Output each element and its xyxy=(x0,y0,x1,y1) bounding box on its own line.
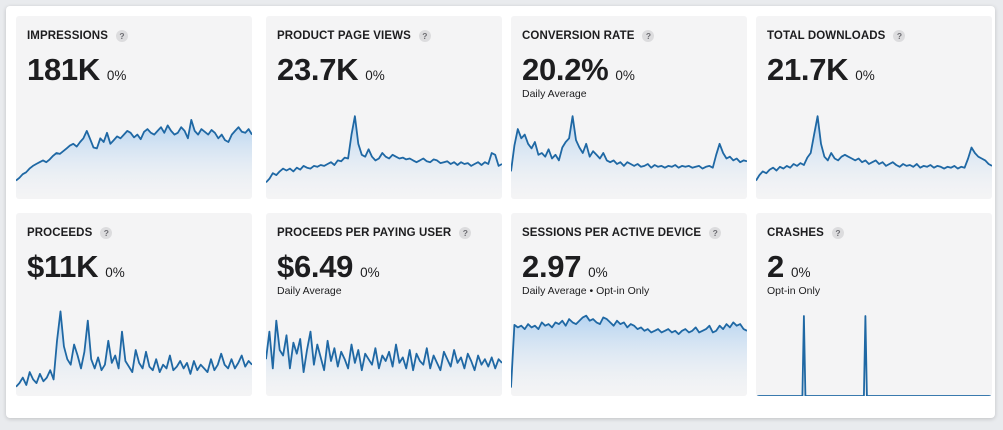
sparkline-chart xyxy=(511,115,747,199)
metric-value: $6.49 xyxy=(277,249,354,284)
sparkline-line xyxy=(511,115,747,172)
metric-card-sessions-per-active-device[interactable]: SESSIONS PER ACTIVE DEVICE? 2.97 0% Daily… xyxy=(511,213,747,396)
card-title: TOTAL DOWNLOADS xyxy=(767,30,886,42)
metric-change: 0% xyxy=(855,68,875,83)
metric-card-proceeds[interactable]: PROCEEDS? $11K 0% xyxy=(16,213,252,396)
sparkline-line xyxy=(756,115,992,182)
card-title: PROCEEDS PER PAYING USER xyxy=(277,227,452,239)
metric-change: 0% xyxy=(105,265,125,280)
sparkline-chart xyxy=(16,310,252,396)
metric-value: 23.7K xyxy=(277,52,359,87)
sparkline-chart xyxy=(266,319,502,396)
dashboard-frame: IMPRESSIONS? 181K 0% PRODUCT PAGE VIEWS? … xyxy=(6,6,995,418)
metric-subtitle: Daily Average xyxy=(277,285,342,297)
metric-change: 0% xyxy=(106,68,127,83)
sparkline-chart xyxy=(266,115,502,199)
metric-subtitle: Daily Average xyxy=(522,88,587,100)
metric-card-conversion-rate[interactable]: CONVERSION RATE? 20.2% 0% Daily Average xyxy=(511,16,747,199)
help-icon[interactable]: ? xyxy=(831,227,844,239)
sparkline-area xyxy=(266,116,502,199)
card-title: CRASHES xyxy=(767,227,824,239)
sparkline-chart xyxy=(756,315,992,396)
sparkline-line xyxy=(16,310,252,388)
card-title: SESSIONS PER ACTIVE DEVICE xyxy=(522,227,702,239)
card-title: CONVERSION RATE xyxy=(522,30,635,42)
metric-change: 0% xyxy=(365,68,385,83)
sparkline-chart xyxy=(756,115,992,199)
metric-card-product-page-views[interactable]: PRODUCT PAGE VIEWS? 23.7K 0% xyxy=(266,16,502,199)
metric-card-proceeds-per-paying-user[interactable]: PROCEEDS PER PAYING USER? $6.49 0% Daily … xyxy=(266,213,502,396)
help-icon[interactable]: ? xyxy=(115,30,128,42)
sparkline-line xyxy=(756,315,992,396)
help-icon[interactable]: ? xyxy=(642,30,655,42)
sparkline-chart xyxy=(511,314,747,396)
metrics-grid: IMPRESSIONS? 181K 0% PRODUCT PAGE VIEWS? … xyxy=(16,16,996,406)
help-icon[interactable]: ? xyxy=(893,30,906,42)
metric-value: 2.97 xyxy=(522,249,582,284)
sparkline-area xyxy=(511,315,747,396)
metric-change: 0% xyxy=(588,265,608,280)
sparkline-line xyxy=(266,319,502,373)
metric-card-crashes[interactable]: CRASHES? 2 0% Opt-in Only xyxy=(756,213,992,396)
metric-change: 0% xyxy=(360,265,380,280)
metric-value: 2 xyxy=(767,249,784,284)
metric-value: 181K xyxy=(27,52,100,87)
metric-card-total-downloads[interactable]: TOTAL DOWNLOADS? 21.7K 0% xyxy=(756,16,992,199)
sparkline-area xyxy=(756,116,992,199)
sparkline-area xyxy=(16,119,252,199)
metric-value: 21.7K xyxy=(767,52,849,87)
metric-subtitle: Opt-in Only xyxy=(767,285,821,297)
card-title: IMPRESSIONS xyxy=(27,30,108,42)
metric-value: $11K xyxy=(27,249,99,284)
metric-card-impressions[interactable]: IMPRESSIONS? 181K 0% xyxy=(16,16,252,199)
sparkline-line xyxy=(16,119,252,182)
sparkline-chart xyxy=(16,119,252,199)
metric-value: 20.2% xyxy=(522,52,609,87)
help-icon[interactable]: ? xyxy=(100,227,113,239)
sparkline-area xyxy=(16,311,252,396)
help-icon[interactable]: ? xyxy=(459,227,472,239)
sparkline-line xyxy=(266,115,502,184)
card-title: PROCEEDS xyxy=(27,227,93,239)
metric-subtitle: Daily Average • Opt-in Only xyxy=(522,285,650,297)
help-icon[interactable]: ? xyxy=(418,30,431,42)
card-title: PRODUCT PAGE VIEWS xyxy=(277,30,411,42)
metric-change: 0% xyxy=(790,265,811,280)
metric-change: 0% xyxy=(615,68,635,83)
sparkline-line xyxy=(511,314,747,388)
help-icon[interactable]: ? xyxy=(709,227,722,239)
sparkline-area xyxy=(511,116,747,199)
